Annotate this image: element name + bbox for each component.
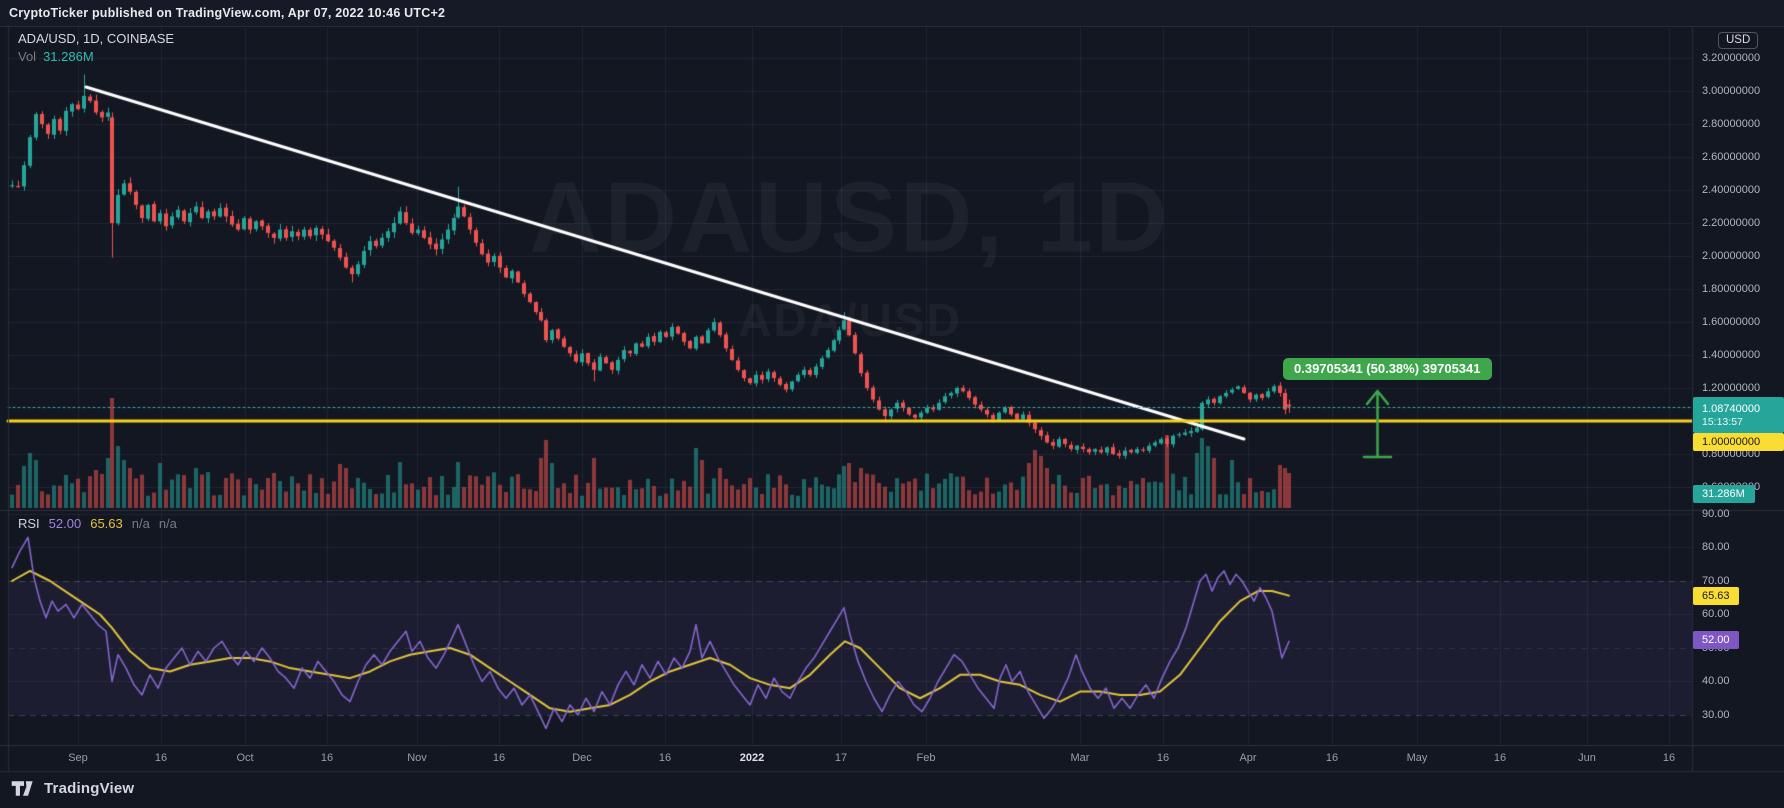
bar-countdown: 15:13:57 [1702, 415, 1743, 428]
volume-badge-value: 31.286M [1702, 488, 1745, 500]
time-tick-label: 16 [492, 752, 506, 764]
price-tick-label: 1.40000000 [1702, 349, 1761, 361]
rsi-badge: 52.00 [1693, 631, 1739, 649]
attribution-text: CryptoTicker published on TradingView.co… [9, 6, 446, 20]
time-tick-label: Dec [572, 752, 592, 764]
time-tick-label: Oct [236, 752, 254, 764]
price-tick-label: 2.40000000 [1702, 184, 1761, 196]
time-tick-label: 16 [658, 752, 672, 764]
rsi-na-1: n/a [131, 516, 150, 531]
rsi-ma-badge: 65.63 [1693, 587, 1739, 605]
price-range-annotation[interactable]: 0.39705341 (50.38%) 39705341 [1283, 358, 1492, 380]
price-tick-label: 1.60000000 [1702, 316, 1761, 328]
level-line-badge: 1.00000000 [1693, 433, 1784, 451]
price-tick-label: 2.60000000 [1702, 151, 1761, 163]
time-tick-label: Apr [1239, 752, 1257, 764]
rsi-tick-label: 70.00 [1702, 575, 1730, 587]
rsi-value: 52.00 [48, 516, 82, 531]
rsi-tick-label: 60.00 [1702, 608, 1730, 620]
rsi-tick-label: 80.00 [1702, 541, 1730, 553]
time-tick-label: 16 [1325, 752, 1339, 764]
price-tick-label: 2.20000000 [1702, 217, 1761, 229]
rsi-label: RSI [18, 516, 40, 531]
price-tick-label: 0.80000000 [1702, 448, 1761, 460]
volume-label: Vol [18, 49, 37, 64]
tradingview-logo-text: TradingView [44, 780, 135, 797]
price-tick-label: 2.80000000 [1702, 118, 1761, 130]
rsi-tick-label: 90.00 [1702, 508, 1730, 520]
volume-value: 31.286M [43, 49, 94, 64]
time-tick-label: 2022 [739, 752, 765, 764]
rsi-ma-badge-value: 65.63 [1702, 590, 1730, 602]
current-price-value: 1.08740000 [1702, 402, 1761, 415]
time-tick-label: 16 [1156, 752, 1170, 764]
price-tick-label: 1.80000000 [1702, 283, 1761, 295]
time-tick-label: Jun [1578, 752, 1596, 764]
time-tick-label: Feb [916, 752, 936, 764]
currency-usd-button[interactable]: USD [1718, 32, 1759, 49]
volume-legend: Vol 31.286M [18, 49, 94, 64]
time-tick-label: Mar [1070, 752, 1090, 764]
time-tick-label: 17 [834, 752, 848, 764]
symbol-title: ADA/USD, 1D, COINBASE [18, 31, 175, 46]
attribution-bar: CryptoTicker published on TradingView.co… [0, 0, 1784, 27]
price-tick-label: 3.20000000 [1702, 52, 1761, 64]
rsi-na-2: n/a [158, 516, 177, 531]
level-line-value: 1.00000000 [1702, 436, 1761, 448]
time-tick-label: Nov [407, 752, 427, 764]
time-tick-label: Sep [68, 752, 88, 764]
price-tick-label: 1.20000000 [1702, 382, 1761, 394]
tradingview-logo[interactable]: TradingView [11, 780, 134, 797]
price-tick-label: 2.00000000 [1702, 250, 1761, 262]
current-price-badge: 1.08740000 15:13:57 [1693, 397, 1784, 433]
time-tick-label: May [1406, 752, 1428, 764]
rsi-badge-value: 52.00 [1702, 634, 1730, 646]
rsi-tick-label: 30.00 [1702, 709, 1730, 721]
volume-badge: 31.286M [1693, 485, 1755, 503]
rsi-ma-value: 65.63 [90, 516, 123, 531]
rsi-legend: RSI 52.00 65.63 n/a n/a [18, 516, 186, 531]
tradingview-logo-icon [11, 781, 33, 796]
time-tick-label: 16 [1493, 752, 1507, 764]
time-tick-label: 16 [1662, 752, 1676, 764]
rsi-tick-label: 40.00 [1702, 675, 1730, 687]
price-tick-label: 3.00000000 [1702, 85, 1761, 97]
time-tick-label: 16 [154, 752, 168, 764]
time-tick-label: 16 [320, 752, 334, 764]
